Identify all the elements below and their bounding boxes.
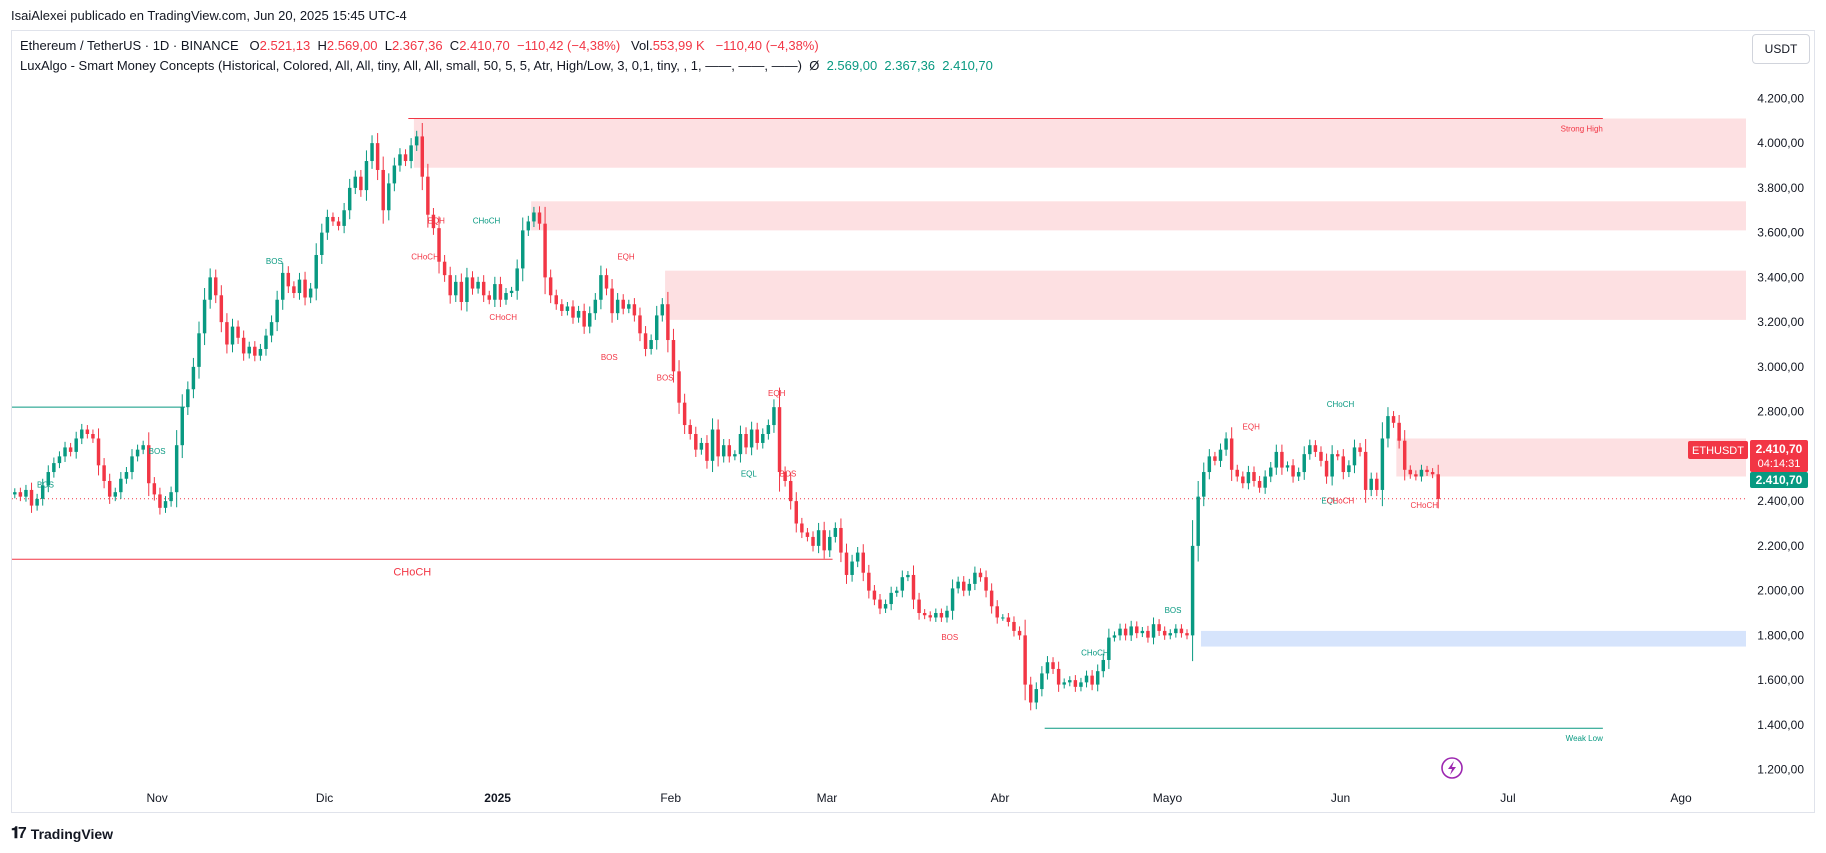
indicator-value-1: 2.569,00	[826, 58, 878, 73]
indicator-symbol: Ø	[809, 58, 820, 73]
footer-brand[interactable]: 𝟏7 TradingView	[11, 825, 113, 843]
tradingview-logo-icon: 𝟏7	[11, 825, 27, 842]
symbol-name[interactable]: Ethereum / TetherUS · 1D · BINANCE	[20, 38, 239, 53]
open-label: O	[249, 38, 260, 53]
high-label: H	[317, 38, 327, 53]
footer-brand-name: TradingView	[30, 826, 114, 842]
high-value: 2.569,00	[326, 38, 378, 53]
indicator-value-2: 2.367,36	[884, 58, 936, 73]
volume-value: 553,99 K	[652, 38, 705, 53]
low-value: 2.367,36	[391, 38, 443, 53]
indicator-value-3: 2.410,70	[942, 58, 993, 73]
indicator-legend: LuxAlgo - Smart Money Concepts (Historic…	[20, 58, 993, 73]
symbol-legend: Ethereum / TetherUS · 1D · BINANCE O2.52…	[20, 38, 819, 53]
change-value: −110,42 (−4,38%)	[517, 38, 621, 53]
volume-change: −110,40 (−4,38%)	[715, 38, 819, 53]
currency-button[interactable]: USDT	[1752, 34, 1810, 64]
close-value: 2.410,70	[459, 38, 510, 53]
chart-frame	[11, 30, 1815, 813]
open-value: 2.521,13	[259, 38, 311, 53]
published-line: IsaiAlexei publicado en TradingView.com,…	[11, 8, 407, 23]
volume-label: Vol.	[631, 38, 653, 53]
low-label: L	[384, 38, 392, 53]
close-label: C	[449, 38, 460, 53]
indicator-title[interactable]: LuxAlgo - Smart Money Concepts (Historic…	[20, 58, 802, 73]
